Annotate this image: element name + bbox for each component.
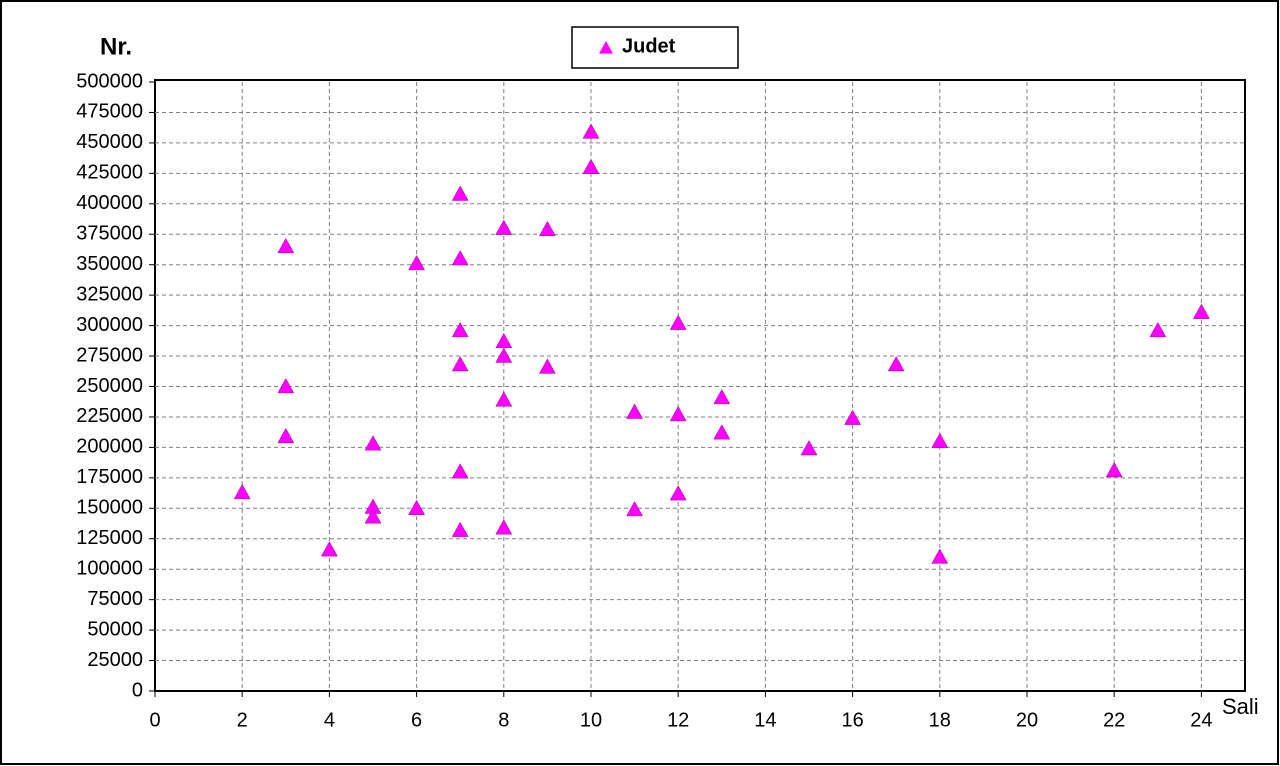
- y-tick-label: 150000: [76, 497, 143, 519]
- point: [495, 219, 513, 235]
- legend-box: [571, 26, 739, 69]
- y-tick-label: 75000: [87, 588, 143, 610]
- legend-marker: [599, 41, 613, 54]
- x-tick-label: 16: [841, 709, 863, 731]
- point: [495, 391, 513, 407]
- y-tick-label: 175000: [76, 466, 143, 488]
- y-tick-label: 325000: [76, 283, 143, 305]
- point: [451, 321, 469, 338]
- x-tick-label: 2: [237, 709, 248, 731]
- y-tick-label: 125000: [76, 527, 143, 549]
- point: [233, 483, 251, 500]
- y-tick-label: 450000: [76, 131, 143, 153]
- x-tick-label: 8: [498, 709, 509, 731]
- plot-area: [154, 79, 1246, 692]
- y-tick-label: 275000: [76, 344, 143, 366]
- point: [1192, 303, 1210, 319]
- point: [626, 501, 644, 517]
- y-tick-label: 25000: [87, 649, 143, 671]
- point: [844, 409, 862, 425]
- y-tick-label: 425000: [76, 162, 143, 184]
- x-tick-label: 4: [324, 709, 335, 731]
- y-tick-label: 475000: [76, 101, 143, 123]
- y-tick-label: 300000: [76, 314, 143, 336]
- y-tick-label: 100000: [76, 557, 143, 579]
- point: [408, 254, 426, 271]
- y-tick-label: 50000: [87, 618, 143, 640]
- x-tick-label: 24: [1190, 709, 1212, 731]
- x-tick-label: 12: [667, 709, 689, 731]
- x-tick-label: 22: [1103, 709, 1125, 731]
- y-tick-label: 250000: [76, 375, 143, 397]
- x-axis-label: Sali: [1222, 694, 1259, 719]
- point: [320, 541, 338, 557]
- point: [408, 499, 426, 515]
- point: [626, 403, 644, 419]
- point: [451, 250, 469, 266]
- x-tick-label: 0: [149, 709, 160, 731]
- point: [451, 356, 469, 372]
- point: [1105, 462, 1123, 478]
- point: [364, 508, 382, 524]
- y-tick-label: 375000: [76, 223, 143, 245]
- point: [277, 377, 295, 394]
- x-tick-label: 20: [1016, 709, 1038, 731]
- point: [451, 185, 469, 201]
- point: [451, 521, 469, 537]
- point: [669, 485, 687, 501]
- x-tick-label: 10: [580, 709, 602, 731]
- y-tick-label: 225000: [76, 405, 143, 427]
- point: [931, 548, 949, 564]
- point: [582, 158, 600, 174]
- point: [495, 519, 513, 535]
- y-tick-label: 200000: [76, 436, 143, 458]
- point: [1149, 321, 1167, 338]
- y-tick-label: 350000: [76, 253, 143, 275]
- point: [669, 405, 687, 422]
- y-tick-label: 0: [132, 679, 143, 701]
- point: [277, 427, 295, 444]
- point: [451, 463, 469, 479]
- point: [582, 123, 600, 139]
- point: [713, 424, 731, 440]
- y-axis-label: Nr.: [100, 33, 132, 60]
- point: [538, 220, 556, 237]
- point: [713, 388, 731, 405]
- point: [669, 314, 687, 330]
- x-tick-label: 14: [754, 709, 776, 731]
- y-tick-label: 500000: [76, 70, 143, 92]
- point: [887, 356, 905, 372]
- point: [495, 347, 513, 363]
- y-tick-label: 400000: [76, 192, 143, 214]
- point: [800, 440, 818, 456]
- point: [538, 358, 556, 374]
- legend-label: Judet: [622, 35, 676, 57]
- point: [931, 432, 949, 448]
- x-tick-label: 18: [929, 709, 951, 731]
- point: [364, 435, 382, 451]
- x-tick-label: 6: [411, 709, 422, 731]
- point: [277, 237, 295, 254]
